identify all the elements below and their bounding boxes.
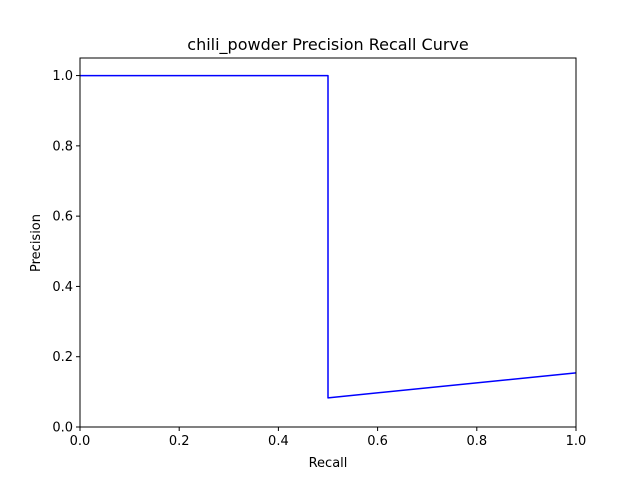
plot-frame (79, 57, 577, 428)
series-layer (80, 74, 577, 399)
y-axis-label: Precision (29, 214, 44, 272)
x-tick-label: 0.6 (367, 434, 388, 449)
y-tick-label: 0.4 (52, 280, 73, 295)
x-tick-label: 0.0 (70, 434, 91, 449)
chart-title: chili_powder Precision Recall Curve (187, 35, 468, 55)
y-tick-label: 0.8 (52, 139, 73, 154)
series-line-0 (80, 74, 577, 399)
y-tick-label: 0.6 (52, 210, 73, 225)
y-tick-label: 0.2 (52, 350, 73, 365)
y-tick-label: 0.0 (52, 421, 73, 436)
x-axis-label: Recall (309, 456, 348, 471)
x-tick-label: 0.8 (466, 434, 487, 449)
x-tick-label: 1.0 (566, 434, 587, 449)
y-axis-ticks: 0.0 0.2 0.4 0.6 0.8 1.0 (52, 69, 80, 436)
x-tick-label: 0.2 (169, 434, 190, 449)
y-tick-label: 1.0 (52, 69, 73, 84)
x-axis-ticks: 0.0 0.2 0.4 0.6 0.8 1.0 (70, 427, 587, 449)
x-tick-label: 0.4 (268, 434, 289, 449)
